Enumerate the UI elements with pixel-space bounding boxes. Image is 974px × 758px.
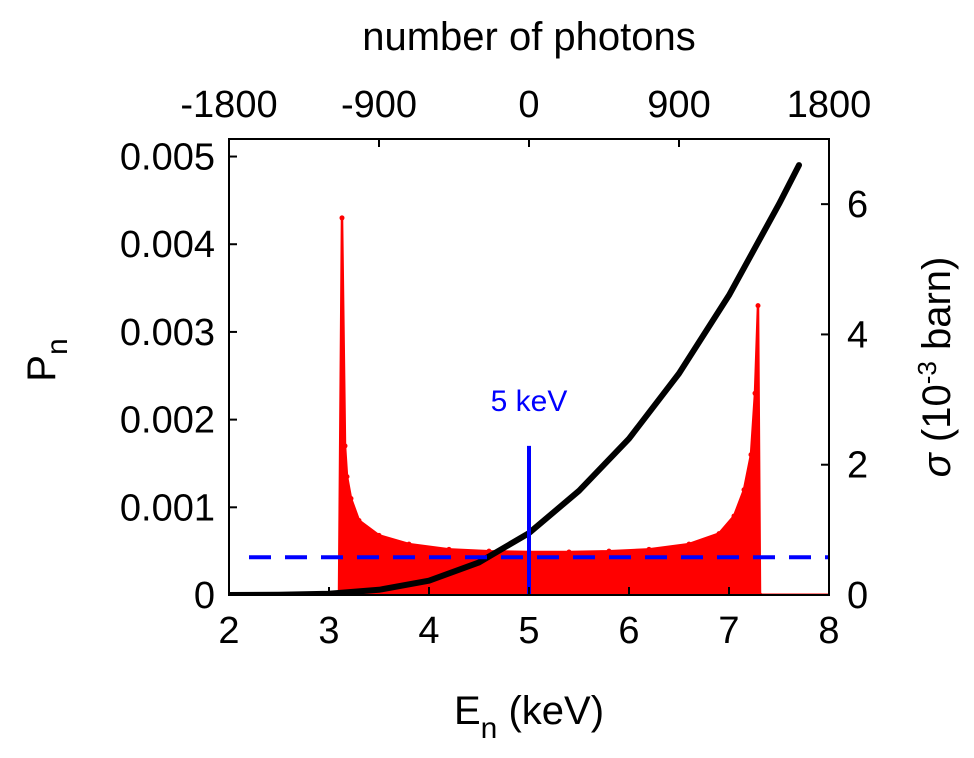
x-tick-label: 4: [418, 610, 439, 652]
pn-point: [376, 532, 382, 538]
pn-point: [716, 531, 722, 537]
pn-point: [686, 541, 692, 547]
pn-point: [606, 548, 612, 554]
x2-tick-label: -1800: [180, 84, 277, 126]
x-axis-label-sub: n: [481, 712, 498, 745]
chart-axes: 2 3 4 5 6 7 8 -1800 -900 0 900 1800 0 0.001 0.002 0.003…: [120, 84, 871, 652]
pn-point: [339, 215, 345, 221]
y-axis-label: Pn: [20, 338, 74, 381]
x-tick-label: 5: [518, 610, 539, 652]
pn-point: [752, 390, 758, 396]
pn-point: [646, 546, 652, 552]
x-tick-label: 8: [818, 610, 839, 652]
y-tick-label: 0.003: [120, 312, 215, 354]
y-axis-label-sub: n: [41, 338, 74, 355]
pn-point: [342, 443, 348, 449]
top-axis-label: number of photons: [362, 15, 696, 59]
pn-point: [755, 303, 761, 309]
pn-point: [446, 546, 452, 552]
x2-tick-label: 1800: [787, 84, 872, 126]
y-tick-label: 0.005: [120, 137, 215, 179]
y-tick-label: 0.004: [120, 224, 215, 266]
pn-point: [406, 541, 412, 547]
pn-envelope-line: [337, 217, 762, 595]
pn-point: [356, 517, 362, 523]
pn-point: [344, 474, 350, 480]
y2-axis-label: σ (10-3 barn): [912, 257, 959, 478]
pn-point: [748, 452, 754, 458]
x-tick-label: 6: [618, 610, 639, 652]
y2-axis-label-open: (10: [915, 384, 959, 453]
annotation-5kev: 5 keV: [491, 385, 568, 418]
pn-point: [731, 513, 737, 519]
y-tick-label: 0.001: [120, 487, 215, 529]
y2-tick-label: 0: [847, 575, 868, 617]
y2-tick-label: 4: [847, 314, 868, 356]
x2-tick-label: 900: [647, 84, 710, 126]
x-tick-label: 2: [218, 610, 239, 652]
x2-tick-label: 0: [518, 84, 539, 126]
sigma-curve: [229, 162, 802, 595]
pn-point: [566, 549, 572, 555]
y2-axis-label-sigma: σ: [915, 451, 959, 477]
y2-tick-label: 6: [847, 184, 868, 226]
y-axis-label-main: P: [20, 355, 64, 382]
pn-point: [741, 487, 747, 493]
y2-tick-label: 2: [847, 445, 868, 487]
x-tick-label: 7: [718, 610, 739, 652]
x-tick-label: 3: [318, 610, 339, 652]
pn-point: [348, 496, 354, 502]
y2-axis-label-exp: -3: [912, 361, 942, 384]
y2-axis-label-close: barn): [915, 257, 959, 362]
x-axis-label-main: E: [454, 689, 481, 733]
y-tick-label: 0.002: [120, 400, 215, 442]
x2-tick-label: -900: [341, 84, 417, 126]
x-axis-label-rest: (keV): [497, 689, 604, 733]
y-tick-label: 0: [194, 575, 215, 617]
x-axis-label: En (keV): [454, 689, 604, 745]
